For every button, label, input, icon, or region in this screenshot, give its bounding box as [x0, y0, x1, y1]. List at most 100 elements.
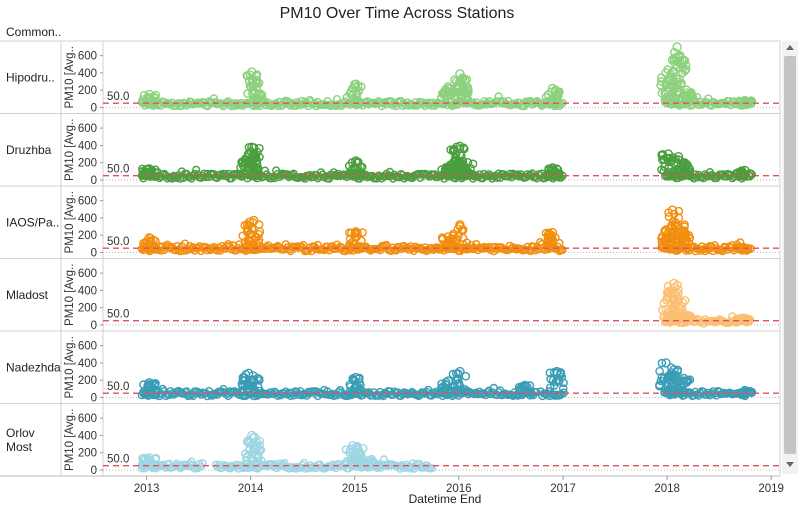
data-point	[663, 381, 673, 391]
data-point	[346, 87, 356, 96]
data-point	[462, 88, 471, 98]
station-label: Hipodru..	[6, 70, 55, 84]
data-point	[667, 220, 677, 230]
reference-line-label: 50.0	[107, 236, 129, 248]
data-point	[462, 238, 472, 248]
data-point	[140, 460, 150, 469]
peak-point	[144, 164, 154, 174]
data-point	[437, 89, 447, 98]
plot-layer: Hipodru.. PM10 [Avg..020040060050.0Druzhb…	[6, 42, 780, 477]
peak-point	[673, 151, 684, 162]
data-point	[675, 232, 685, 242]
y-tick-label: 600	[78, 51, 97, 63]
data-point	[345, 239, 355, 249]
scroll-up-arrow-icon[interactable]	[786, 45, 794, 50]
peak-point	[679, 226, 689, 236]
data-point	[680, 56, 690, 66]
data-point	[544, 236, 554, 245]
data-point	[681, 170, 691, 180]
peak-point	[144, 453, 154, 463]
density-band	[215, 463, 433, 470]
scrollbar-thumb[interactable]	[784, 56, 796, 454]
data-point	[743, 314, 752, 324]
y-axis-title: PM10 [Avg..	[64, 119, 76, 181]
data-point	[455, 89, 465, 99]
data-point	[244, 450, 253, 460]
data-point	[548, 375, 558, 385]
density-band	[141, 246, 563, 253]
station-row: Nadezhda PM10 [Avg.. 0 200 400 600 50.0	[6, 336, 780, 405]
data-point	[243, 383, 253, 393]
scroll-down-arrow-icon[interactable]	[786, 462, 794, 467]
data-point	[662, 233, 671, 243]
data-point	[657, 358, 667, 368]
data-point	[241, 459, 251, 469]
y-axis-title: PM10 [Avg..	[64, 336, 76, 398]
data-point	[151, 388, 160, 397]
density-band	[141, 391, 520, 398]
peak-point	[458, 73, 468, 83]
x-tick-label: 2017	[550, 483, 576, 495]
data-point	[672, 87, 682, 96]
data-point	[438, 233, 447, 242]
data-point	[254, 235, 264, 245]
data-point	[661, 238, 671, 248]
y-axis-title: PM10 [Avg..	[64, 409, 76, 471]
data-point	[439, 387, 449, 397]
data-point	[554, 169, 564, 179]
data-point	[544, 164, 553, 173]
data-point	[454, 83, 464, 93]
y-tick-label: 200	[78, 85, 97, 97]
data-point	[686, 311, 695, 321]
data-point	[242, 220, 252, 229]
data-point	[684, 388, 694, 397]
data-point	[248, 240, 258, 250]
y-tick-label: 400	[78, 430, 97, 442]
peak-point	[681, 85, 692, 95]
peak-point	[351, 79, 361, 89]
data-point	[255, 143, 264, 153]
data-point	[655, 381, 664, 391]
y-tick-label: 200	[78, 158, 97, 170]
data-point	[676, 241, 686, 250]
station-row: Druzhba PM10 [Avg.. 0 200 400 600 50.0	[6, 119, 780, 187]
y-tick-label: 400	[78, 285, 97, 297]
peak-point	[679, 373, 689, 384]
data-point	[357, 236, 366, 245]
peak-point	[144, 378, 154, 388]
data-point	[664, 291, 673, 301]
y-tick-label: 0	[91, 175, 97, 187]
data-point	[243, 167, 253, 176]
reference-line-label: 50.0	[107, 91, 129, 103]
y-tick-label: 0	[91, 248, 97, 260]
density-band	[665, 173, 748, 180]
density-band	[665, 246, 748, 253]
data-point	[658, 305, 667, 315]
reference-line-label: 50.0	[107, 164, 129, 176]
data-point	[554, 376, 564, 386]
data-point	[445, 84, 454, 93]
y-tick-label: 600	[78, 196, 97, 208]
data-point	[684, 162, 693, 172]
data-point	[666, 286, 676, 296]
peak-point	[669, 278, 679, 289]
data-point	[345, 228, 354, 237]
station-row: IAOS/Pa.. PM10 [Avg.. 0 200 400 600 50.0	[6, 191, 780, 260]
peak-point	[455, 366, 465, 377]
data-point	[252, 97, 261, 107]
data-point	[448, 244, 458, 254]
y-tick-label: 200	[78, 448, 97, 460]
peak-point	[672, 42, 682, 52]
data-point	[448, 231, 458, 240]
data-point	[451, 376, 461, 385]
y-tick-label: 600	[78, 413, 97, 425]
peak-point	[144, 89, 154, 100]
data-point	[681, 60, 691, 70]
peak-point	[667, 205, 678, 215]
peak-point	[552, 366, 562, 377]
vertical-scrollbar[interactable]	[782, 41, 798, 474]
data-point	[668, 305, 678, 315]
data-point	[138, 164, 147, 174]
peak-point	[661, 358, 671, 368]
data-point	[354, 384, 364, 394]
